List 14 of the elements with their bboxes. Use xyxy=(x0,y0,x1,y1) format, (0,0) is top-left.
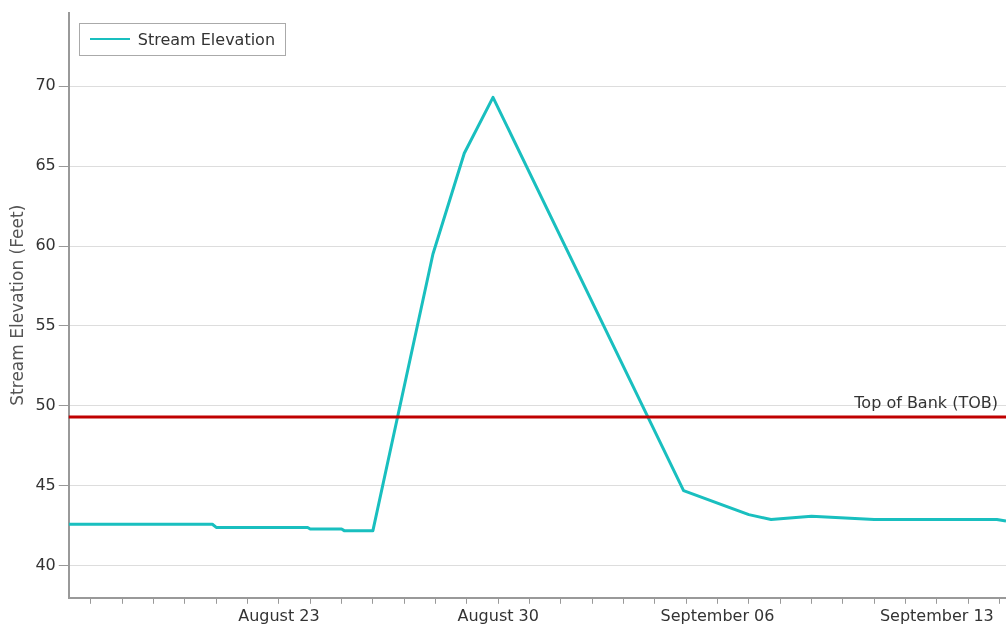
x-tick-label: August 23 xyxy=(238,605,320,625)
x-tick-label: September 06 xyxy=(660,605,775,625)
y-tick-label: 60 xyxy=(35,235,56,255)
y-tick-label: 65 xyxy=(35,155,56,175)
x-tick-label: August 30 xyxy=(457,605,539,625)
y-tick-label: 70 xyxy=(35,75,56,95)
legend-label: Stream Elevation xyxy=(137,29,276,49)
x-tick-label: September 13 xyxy=(879,605,994,625)
y-tick-label: 45 xyxy=(35,475,56,495)
y-axis-title: Stream Elevation (Feet) xyxy=(6,204,27,406)
y-tick-label: 55 xyxy=(35,315,56,335)
y-tick-label: 50 xyxy=(35,395,56,415)
ref-line-label: Top of Bank (TOB) xyxy=(853,393,998,413)
y-tick-label: 40 xyxy=(35,554,56,574)
